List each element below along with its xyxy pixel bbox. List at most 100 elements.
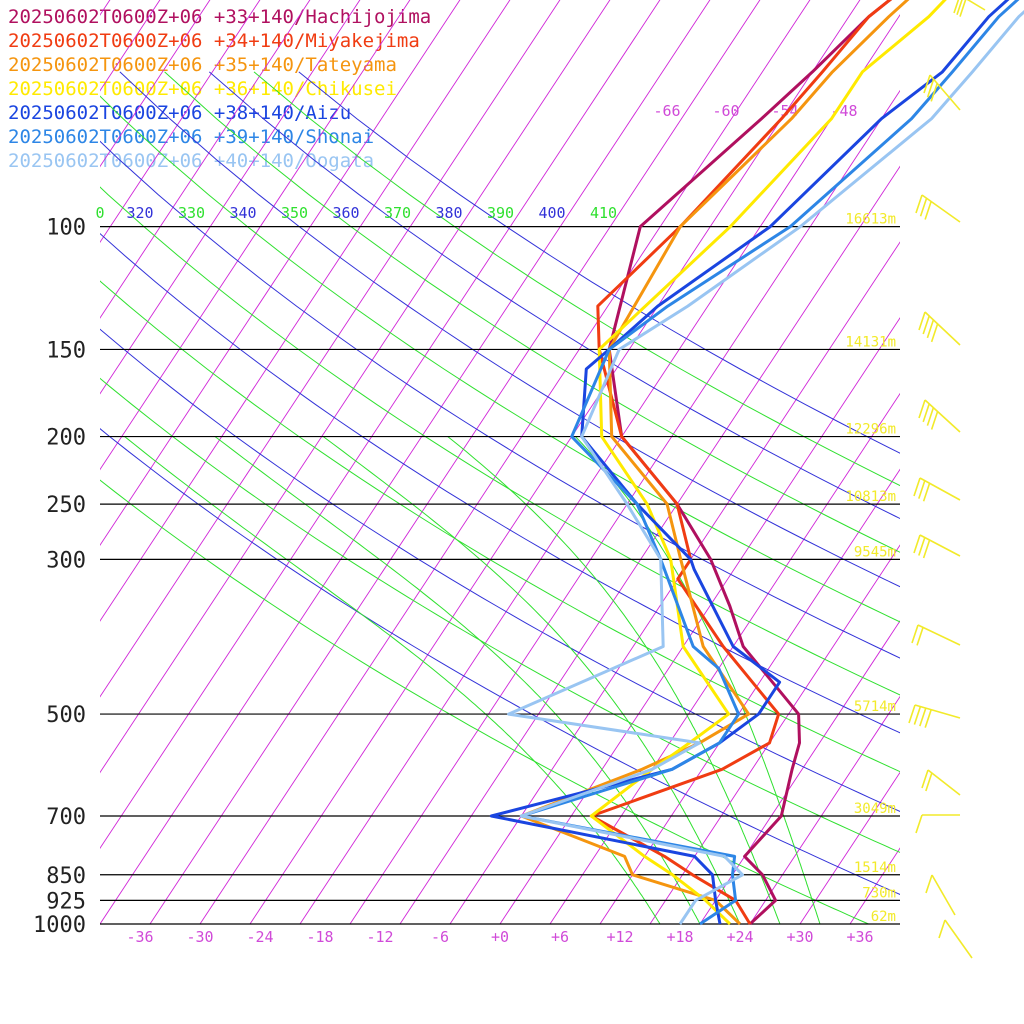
- series-line: [519, 0, 910, 926]
- wind-barb-flag: [924, 709, 932, 728]
- dry-adiabat-line: [100, 140, 900, 659]
- wind-barb-flag: [926, 407, 935, 426]
- dry-adiabat-line: [100, 479, 870, 924]
- wind-barb-flag: [953, 0, 960, 14]
- height-label: 16613m: [845, 212, 896, 228]
- wind-barb-flag: [919, 707, 927, 727]
- pressure-label-150: 150: [46, 338, 86, 363]
- wind-barb-flag: [924, 201, 932, 220]
- isotherm-line: [899, 923, 900, 924]
- isotherm-line: [0, 0, 321, 924]
- height-label: 730m: [862, 885, 896, 901]
- wind-barb-flag: [930, 323, 939, 343]
- series-line: [607, 0, 893, 926]
- wind-barb-flag: [921, 769, 929, 789]
- isotherm-line: [699, 620, 900, 924]
- theta-label: 360: [332, 204, 359, 222]
- isotherm-line: [849, 847, 900, 924]
- series-line: [489, 0, 1010, 925]
- height-label: 12296m: [845, 422, 896, 438]
- wind-barb-flag: [919, 197, 928, 217]
- isotherm-line: [0, 0, 271, 924]
- wind-barb-flag: [913, 477, 921, 497]
- wind-barb-flag: [922, 483, 931, 502]
- isotherm-line: [100, 0, 711, 924]
- x-tick-label: -36: [126, 928, 153, 946]
- x-tick-label: +12: [606, 928, 633, 946]
- wind-barb-flag: [915, 814, 923, 834]
- isotherm-line: [100, 0, 611, 774]
- dry-adiabat-line: [164, 71, 900, 553]
- legend-entry: 20250602T0600Z+06 +40+140/Oogata: [8, 150, 375, 172]
- height-label: 9545m: [854, 544, 896, 560]
- series-line: [589, 0, 947, 926]
- pressure-label-700: 700: [46, 805, 86, 830]
- wind-barb-flag: [930, 411, 939, 430]
- wind-barb: [919, 534, 961, 557]
- x-tick-label: -18: [306, 928, 333, 946]
- wind-barb: [924, 311, 961, 346]
- pressure-label-850: 850: [46, 864, 86, 889]
- x-tick-label: +24: [726, 928, 753, 946]
- theta-label: 370: [384, 204, 411, 222]
- pressure-label-200: 200: [46, 426, 86, 451]
- wind-barb-flag: [918, 480, 926, 499]
- wind-barb-flag: [938, 919, 946, 939]
- wind-barb-flag: [922, 539, 931, 559]
- pressure-label-250: 250: [46, 493, 86, 518]
- dry-adiabat-line: [100, 328, 900, 813]
- height-label: 5714m: [854, 699, 896, 715]
- legend-entry: 20250602T0600Z+06 +33+140/Hachijojima: [8, 6, 432, 28]
- theta-label: 410: [590, 204, 617, 222]
- wind-barb-flag: [923, 74, 931, 94]
- isotherm-line: [449, 241, 900, 924]
- moist-adiabat-line: [447, 436, 781, 924]
- isotherm-line: [149, 0, 761, 924]
- plot-area: [0, 0, 900, 924]
- wind-barb-flag: [925, 874, 933, 894]
- theta-label: 400: [538, 204, 565, 222]
- wind-barb: [917, 624, 961, 646]
- wind-barb-flag: [913, 534, 921, 554]
- wind-barb-flag: [908, 704, 916, 724]
- theta-label: 320: [126, 204, 153, 222]
- legend-entry: 20250602T0600Z+06 +34+140/Miyakejima: [8, 30, 420, 52]
- wind-barb-flag: [926, 319, 935, 339]
- dry-adiabat-line: [100, 377, 900, 853]
- isotherm-line: [499, 317, 900, 924]
- legend-entry: 20250602T0600Z+06 +38+140/Aizu: [8, 102, 352, 124]
- isotherm-label: -60: [712, 102, 739, 120]
- isotherm-line: [399, 165, 900, 924]
- wind-barb-flag: [956, 0, 963, 16]
- isotherm-line: [799, 771, 900, 924]
- theta-label: 390: [487, 204, 514, 222]
- wind-barb-flag: [930, 83, 938, 102]
- dry-adiabat-line: [208, 71, 900, 520]
- wind-barb-flag: [926, 78, 935, 98]
- isotherm-line: [649, 544, 900, 924]
- isotherm-line: [100, 0, 661, 850]
- wind-barb: [921, 194, 961, 223]
- series-line: [589, 0, 893, 925]
- wind-barb-flag: [918, 537, 926, 556]
- pressure-label-100: 100: [46, 216, 86, 241]
- dry-adiabat-line: [100, 232, 900, 734]
- isotherm-line: [0, 0, 221, 924]
- isotherm-label: -66: [653, 102, 680, 120]
- wind-barb: [931, 874, 956, 916]
- dry-adiabat-line: [100, 280, 900, 773]
- pressure-label-925: 925: [46, 889, 86, 914]
- dry-adiabat-line: [253, 71, 900, 487]
- isotherm-line: [549, 392, 900, 924]
- wind-barb: [944, 919, 973, 959]
- isotherm-line: [599, 468, 900, 924]
- x-tick-label: -6: [431, 928, 449, 946]
- wind-barb-flag: [915, 194, 923, 214]
- isotherm-line: [0, 0, 371, 924]
- x-tick-label: +30: [786, 928, 813, 946]
- wind-barb: [927, 769, 961, 796]
- wind-barb: [929, 74, 961, 111]
- dry-adiabat-line: [100, 186, 900, 696]
- dry-adiabat-line: [298, 71, 900, 454]
